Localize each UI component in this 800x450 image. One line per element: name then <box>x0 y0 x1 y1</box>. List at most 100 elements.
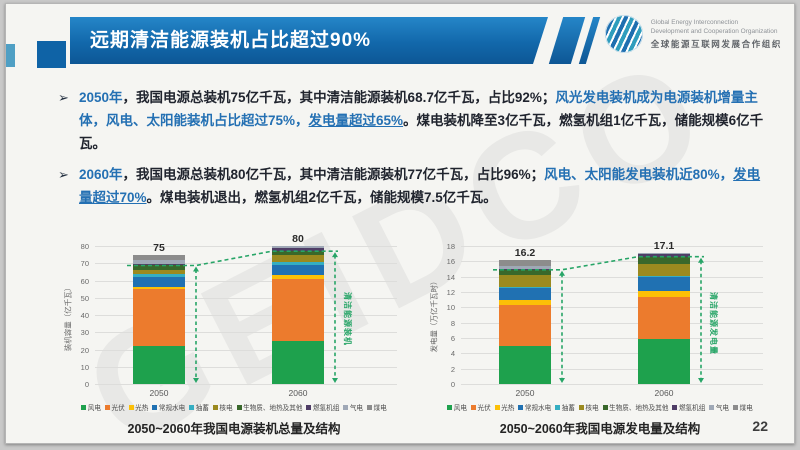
legend-item: 生物质、地热及其他 <box>602 402 668 412</box>
legend-label: 风电 <box>87 405 101 412</box>
logo-text: Global Energy Interconnection Developmen… <box>651 18 782 51</box>
bullet-item: ➢ 2060年，我国电源总装机80亿千瓦，其中清洁能源装机77亿千瓦，占比96%；… <box>58 163 764 209</box>
chart-legend: 风电 光伏 光热 常规水电 抽蓄 核电 生物质、地热及其他 燃氢机组 气电 煤电 <box>427 402 773 412</box>
bar-segment <box>638 296 690 339</box>
total-value-label: 75 <box>153 241 165 254</box>
total-value-label: 17.1 <box>653 239 675 252</box>
bar-segment <box>272 247 324 252</box>
legend-label: 燃氢机组 <box>312 405 340 412</box>
legend-label: 抽蓄 <box>561 405 575 412</box>
gridline <box>95 297 397 299</box>
bar-segment <box>499 300 551 306</box>
legend-swatch <box>212 404 218 410</box>
x-category-label: 2060 <box>288 388 308 398</box>
legend-item: 常规水电 <box>152 402 185 412</box>
bar-segment <box>638 275 690 277</box>
bar-segment <box>499 259 551 266</box>
legend-swatch <box>152 404 158 410</box>
gridline <box>461 276 763 278</box>
y-tick-label: 70 <box>80 259 89 269</box>
text-run: 风电、太阳能发电装机近80%， <box>544 166 734 182</box>
clean-energy-arrow-label: 清洁能源发电量 <box>709 292 718 355</box>
y-tick-label: 10 <box>80 362 89 372</box>
y-tick-label: 6 <box>450 334 455 343</box>
y-tick-label: 2 <box>450 364 455 374</box>
text-run: 。煤电装机降至3亿千瓦，燃氢机组1亿千瓦，储能规模6亿千瓦。 <box>79 113 764 152</box>
legend-swatch <box>555 404 561 410</box>
gridline <box>461 353 763 355</box>
title-banner: 远期清洁能源装机占比超过90% <box>70 17 548 64</box>
y-tick-label: 60 <box>80 276 89 286</box>
legend-swatch <box>189 404 195 410</box>
y-tick-label: 18 <box>446 242 455 251</box>
legend-swatch <box>447 404 453 410</box>
legend-swatch <box>470 404 476 410</box>
gridline <box>95 332 397 334</box>
legend-swatch <box>128 404 134 410</box>
bar-segment <box>638 338 690 384</box>
x-category-label: 2060 <box>654 388 674 398</box>
legend-item: 气电 <box>343 402 363 412</box>
text-run: ，我国电源总装机75亿千瓦，其中清洁能源装机68.7亿千瓦，占比92%； <box>122 90 556 105</box>
logo-org-name-en-line1: Global Energy Interconnection <box>650 18 739 26</box>
gridline <box>95 246 397 247</box>
text-run: 。煤电装机退出，燃氢机组2亿千瓦，储能规模7.5亿千瓦。 <box>146 189 497 205</box>
bar-segment <box>133 259 185 264</box>
bar-segment <box>272 340 324 384</box>
bar-segment <box>133 286 185 290</box>
bullet-item: ➢ 2050年，我国电源总装机75亿千瓦，其中清洁能源装机68.7亿千瓦，占比92… <box>58 86 764 156</box>
legend-label: 气电 <box>349 405 364 412</box>
plot-area: 装机容量（亿千瓦） 75 2050 80 2060 清洁能源装机 0 10 20 30 40 5… <box>61 233 407 400</box>
bullet-text: 2060年，我国电源总装机80亿千瓦，其中清洁能源装机77亿千瓦，占比96%；风… <box>79 163 764 209</box>
charts-row: 装机容量（亿千瓦） 75 2050 80 2060 清洁能源装机 0 10 20 30 40 5… <box>61 233 773 437</box>
y-tick-label: 80 <box>80 242 89 251</box>
bar-segment <box>272 261 324 265</box>
legend-swatch <box>494 404 500 410</box>
legend-label: 燃氢机组 <box>678 405 706 412</box>
y-tick-label: 30 <box>80 328 89 338</box>
page-number: 22 <box>752 418 768 434</box>
text-run: 发电量超过70% <box>79 166 761 205</box>
legend-label: 光伏 <box>111 405 125 412</box>
legend-swatch <box>367 404 373 410</box>
bar-segment <box>133 263 185 266</box>
gridline <box>95 366 397 368</box>
gridline <box>461 384 763 385</box>
bar-segment <box>133 346 185 384</box>
legend-label: 煤电 <box>373 405 387 412</box>
x-category-label: 2050 <box>149 388 169 398</box>
bar-segment <box>499 275 551 287</box>
bar-segment <box>638 256 690 264</box>
legend-item: 煤电 <box>367 402 387 412</box>
y-tick-label: 16 <box>446 257 455 267</box>
bar-segment <box>133 269 185 275</box>
gridline <box>461 246 763 247</box>
total-value-label: 16.2 <box>514 246 536 259</box>
y-tick-label: 0 <box>84 380 89 389</box>
legend-label: 常规水电 <box>524 405 552 412</box>
y-tick-label: 12 <box>446 288 455 297</box>
clean-energy-arrow-label: 清洁能源装机 <box>343 292 352 346</box>
bullet-list: ➢ 2050年，我国电源总装机75亿千瓦，其中清洁能源装机68.7亿千瓦，占比92… <box>58 86 764 216</box>
bar-segment <box>638 263 690 276</box>
bar-segment <box>499 286 551 288</box>
y-tick-label: 40 <box>80 311 89 320</box>
globe-icon <box>604 15 643 53</box>
gridline <box>95 384 397 385</box>
legend-swatch <box>709 404 715 410</box>
gridline <box>461 338 763 339</box>
bar-segment <box>499 345 551 384</box>
legend-item: 燃氢机组 <box>672 402 705 412</box>
title-accent-square-large <box>37 41 66 68</box>
legend-item: 风电 <box>447 402 467 412</box>
y-tick-label: 4 <box>450 349 455 359</box>
legend-label: 光热 <box>135 405 149 412</box>
chart-legend: 风电 光伏 光热 常规水电 抽蓄 核电 生物质、地热及其他 燃氢机组 气电 煤电 <box>61 402 407 412</box>
text-run: 2060年 <box>79 166 123 182</box>
legend-item: 核电 <box>578 402 599 412</box>
slide-title: 远期清洁能源装机占比超过90% <box>90 30 372 51</box>
bar-segment <box>499 287 551 301</box>
bar-segment <box>499 305 551 346</box>
